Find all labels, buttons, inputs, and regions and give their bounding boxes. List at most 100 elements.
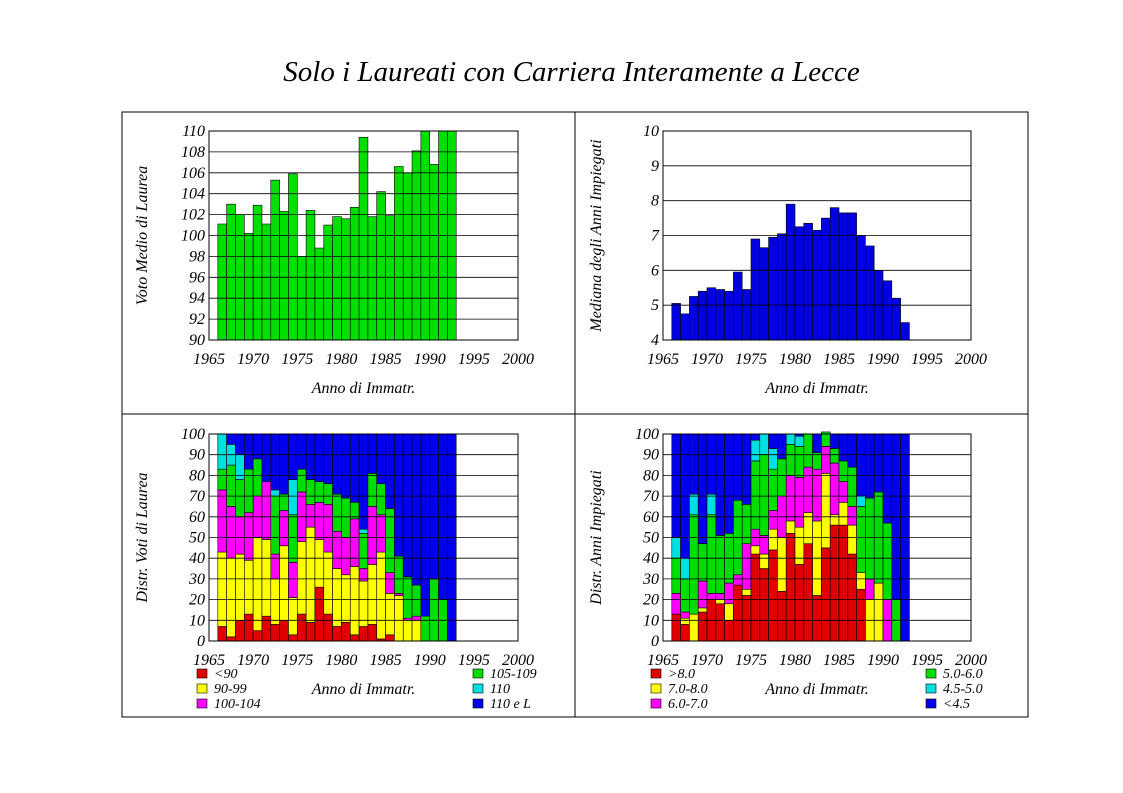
bar-segment — [358, 580, 369, 627]
bar-segment — [323, 613, 333, 642]
y-tick-label: 90 — [189, 332, 205, 349]
bar-segment — [367, 433, 378, 474]
bar — [838, 212, 849, 341]
chart-distr-voti: 0 10 20 30 40 50 60 70 80 90 100 1965 1970 1975 1980 19… — [134, 426, 537, 712]
bar-segment — [847, 524, 857, 555]
bar — [680, 313, 690, 341]
bar — [794, 226, 805, 341]
figure-title: Solo i Laureati con Carriera Interamente… — [283, 56, 860, 88]
bar-segment — [697, 543, 708, 582]
bar — [777, 233, 787, 341]
bar-segment — [376, 483, 386, 516]
bar — [411, 150, 422, 341]
bar — [900, 322, 910, 341]
bar-segment — [332, 530, 342, 569]
bar-segment — [715, 433, 725, 536]
bar — [768, 236, 778, 341]
bar-segment — [873, 433, 884, 493]
bar-segment — [794, 477, 805, 528]
bar-segment — [288, 514, 298, 563]
x-tick-label: 2000 — [955, 351, 987, 368]
bar-segment — [217, 468, 227, 491]
bar-segment — [785, 533, 796, 642]
bar — [341, 218, 351, 341]
y-tick-label: 9 — [651, 158, 659, 175]
y-tick-label: 10 — [643, 612, 659, 629]
bar — [759, 247, 769, 341]
bar-segment — [750, 460, 761, 530]
bar-segment — [689, 613, 699, 642]
x-tick-label: 1975 — [735, 351, 767, 368]
bar — [847, 212, 857, 341]
bar-segment — [733, 574, 743, 586]
bar — [323, 224, 333, 341]
bar-segment — [411, 584, 422, 617]
bar-segment — [349, 502, 360, 520]
y-axis-label: Voto Medio di Laurea — [134, 166, 151, 305]
bar-segment — [261, 433, 272, 482]
x-tick-label: 1970 — [691, 351, 723, 368]
y-tick-label: 90 — [643, 447, 659, 464]
bar-segment — [856, 572, 866, 590]
bar-segment — [314, 433, 325, 482]
bar-segment — [680, 557, 690, 580]
bar-segment — [856, 588, 866, 642]
bar-segment — [261, 615, 272, 642]
bar-segment — [882, 433, 893, 524]
bar-segment — [803, 466, 813, 513]
bar-segment — [803, 512, 813, 545]
bar-segment — [821, 446, 831, 474]
x-tick-label: 1995 — [458, 652, 490, 669]
bar-segment — [376, 514, 386, 553]
bar — [724, 290, 734, 341]
x-tick-label: 1970 — [691, 652, 723, 669]
bar-segment — [226, 464, 236, 507]
legend-swatch — [196, 668, 208, 679]
x-tick-label: 1985 — [823, 351, 855, 368]
x-tick-label: 1985 — [370, 351, 402, 368]
bar — [689, 296, 699, 341]
bar-segment — [777, 537, 787, 592]
bar-segment — [865, 578, 875, 600]
chart-mediana-anni: 4 5 6 7 8 9 10 1965 1970 1975 1980 1985 1990 1995 2000… — [588, 123, 987, 397]
bar-segment — [305, 479, 316, 505]
legend-label: 5.0-6.0 — [943, 667, 983, 682]
x-axis-label: Anno di Immatr. — [764, 380, 869, 397]
bar-segment — [217, 489, 227, 553]
legend-label: 4.5-5.0 — [943, 682, 983, 697]
bar-segment — [261, 481, 272, 540]
bar-segment — [882, 522, 893, 600]
bar-segment — [226, 557, 236, 638]
x-tick-label: 2000 — [955, 652, 987, 669]
bar-segment — [288, 479, 298, 516]
x-tick-label: 2000 — [502, 652, 534, 669]
bar-segment — [358, 626, 369, 642]
bar-segment — [794, 526, 805, 565]
x-tick-label: 1970 — [237, 351, 269, 368]
bar-segment — [385, 508, 395, 573]
bar-segment — [385, 572, 395, 594]
bar — [750, 238, 761, 341]
legend-swatch — [650, 683, 662, 694]
bar-segment — [332, 626, 342, 642]
bar-segment — [671, 613, 681, 642]
bar-segment — [270, 553, 280, 580]
bar-segment — [847, 433, 857, 468]
bar-segment — [341, 497, 351, 538]
bar-segment — [296, 433, 307, 470]
bar-segment — [873, 582, 884, 642]
y-tick-label: 100 — [181, 426, 205, 443]
x-tick-label: 1980 — [779, 652, 811, 669]
y-tick-label: 98 — [189, 248, 205, 265]
bar — [812, 229, 822, 341]
y-tick-label: 102 — [181, 207, 205, 224]
bar-segment — [429, 433, 439, 580]
y-tick-label: 5 — [651, 297, 659, 314]
bar-segment — [829, 448, 840, 464]
y-tick-label: 4 — [651, 332, 659, 349]
bar-segment — [402, 433, 413, 578]
legend-label: 100-104 — [214, 697, 261, 712]
bar-segment — [411, 619, 422, 642]
x-tick-label: 1990 — [414, 351, 446, 368]
